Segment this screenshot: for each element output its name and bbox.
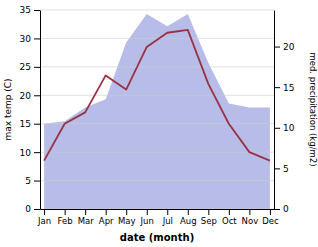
grid-line xyxy=(40,209,274,210)
grid-line xyxy=(40,123,274,124)
tick-mark xyxy=(274,128,280,129)
tick: 15 xyxy=(274,83,294,93)
tick-mark xyxy=(34,67,40,68)
tick: Dec xyxy=(262,209,279,226)
axis-line xyxy=(41,209,275,210)
tick-mark xyxy=(65,209,66,215)
tick: 0 xyxy=(25,204,40,214)
tick: 20 xyxy=(274,42,295,52)
y-axis-title: max temp (C) xyxy=(3,78,13,140)
y-axis: 0 5 10 15 20 25 30 35 xyxy=(20,5,41,214)
grid-line xyxy=(40,10,274,11)
tick-label: 5 xyxy=(283,164,289,174)
tick-label: 15 xyxy=(283,83,294,93)
tick-label: 35 xyxy=(20,5,31,15)
tick-mark xyxy=(208,209,209,215)
tick-mark xyxy=(106,209,107,215)
tick-label: Sep xyxy=(201,216,217,226)
tick-mark xyxy=(249,209,250,215)
tick: Apr xyxy=(99,209,114,226)
tick-mark xyxy=(126,209,127,215)
tick: 5 xyxy=(274,164,289,174)
tick-mark xyxy=(229,209,230,215)
tick-label: 0 xyxy=(25,204,31,214)
tick: Sep xyxy=(201,209,217,226)
grid-line xyxy=(40,152,274,153)
tick: Aug xyxy=(180,209,197,226)
chart: Jan Feb Mar Apr May Jun Jul Aug Sep Oct NovDec 0 5 10… xyxy=(0,0,318,247)
tick: Jul xyxy=(162,209,173,226)
tick: 35 xyxy=(20,5,40,15)
tick-mark xyxy=(274,209,280,210)
tick-label: Dec xyxy=(262,216,279,226)
tick-mark xyxy=(274,47,280,48)
marks xyxy=(44,14,270,209)
tick-mark xyxy=(34,124,40,125)
tick: 20 xyxy=(20,91,40,101)
line xyxy=(44,30,270,161)
tick-mark xyxy=(167,209,168,215)
tick-label: 30 xyxy=(20,34,32,44)
y2-axis: 0 5 10 15 20 xyxy=(274,11,295,215)
tick-mark xyxy=(188,209,189,215)
axis-line xyxy=(274,11,275,210)
tick-mark xyxy=(34,181,40,182)
tick-label: Aug xyxy=(180,216,197,226)
tick-mark xyxy=(270,209,271,215)
tick: 15 xyxy=(20,119,40,129)
grid-line xyxy=(40,95,274,96)
tick-label: Nov xyxy=(242,216,259,226)
lines xyxy=(44,30,270,161)
tick-mark xyxy=(34,38,40,39)
grid-line xyxy=(40,66,274,67)
tick-mark xyxy=(44,209,45,215)
tick-mark xyxy=(85,209,86,215)
tick: 10 xyxy=(20,148,40,158)
x-axis-title: date (month) xyxy=(120,232,194,243)
tick-label: Apr xyxy=(99,216,114,226)
tick-label: Jan xyxy=(37,216,51,226)
tick: Nov xyxy=(242,209,259,226)
tick-label: Jul xyxy=(162,216,173,226)
tick-label: 15 xyxy=(20,119,31,129)
tick-mark xyxy=(34,152,40,153)
tick-label: 0 xyxy=(283,204,289,214)
tick-label: 25 xyxy=(20,62,31,72)
tick-mark xyxy=(274,168,280,169)
tick-mark xyxy=(274,87,280,88)
tick-label: Feb xyxy=(58,216,73,226)
tick-label: 10 xyxy=(283,123,295,133)
tick: 0 xyxy=(274,204,289,214)
tick: May xyxy=(118,209,136,226)
tick-mark xyxy=(147,209,148,215)
y2-axis-title: med. precipitation (kg/m2) xyxy=(308,52,318,166)
plot: Jan Feb Mar Apr May Jun Jul Aug Sep Oct NovDec 0 5 10… xyxy=(20,5,295,226)
axis-line xyxy=(40,11,41,210)
tick-label: Oct xyxy=(222,216,237,226)
grid-line xyxy=(40,180,274,181)
x-axis: Jan Feb Mar Apr May Jun Jul Aug Sep Oct NovDec xyxy=(37,209,279,226)
grid xyxy=(40,10,274,209)
tick: 5 xyxy=(25,176,40,186)
tick-label: 20 xyxy=(283,42,295,52)
tick-label: 20 xyxy=(20,91,32,101)
tick-label: Jun xyxy=(140,216,154,226)
tick: Jun xyxy=(140,209,154,226)
tick: Jan xyxy=(37,209,51,226)
tick: 30 xyxy=(20,34,40,44)
tick-mark xyxy=(34,10,40,11)
area xyxy=(44,14,270,209)
tick: Oct xyxy=(222,209,237,226)
tick-label: 5 xyxy=(25,176,31,186)
tick: 10 xyxy=(274,123,295,133)
tick-mark xyxy=(34,209,40,210)
tick: Mar xyxy=(78,209,95,226)
tick-label: May xyxy=(118,216,136,226)
tick-mark xyxy=(34,95,40,96)
tick-label: Mar xyxy=(78,216,95,226)
tick: Feb xyxy=(58,209,73,226)
tick-label: 10 xyxy=(20,148,32,158)
tick: 25 xyxy=(20,62,40,72)
